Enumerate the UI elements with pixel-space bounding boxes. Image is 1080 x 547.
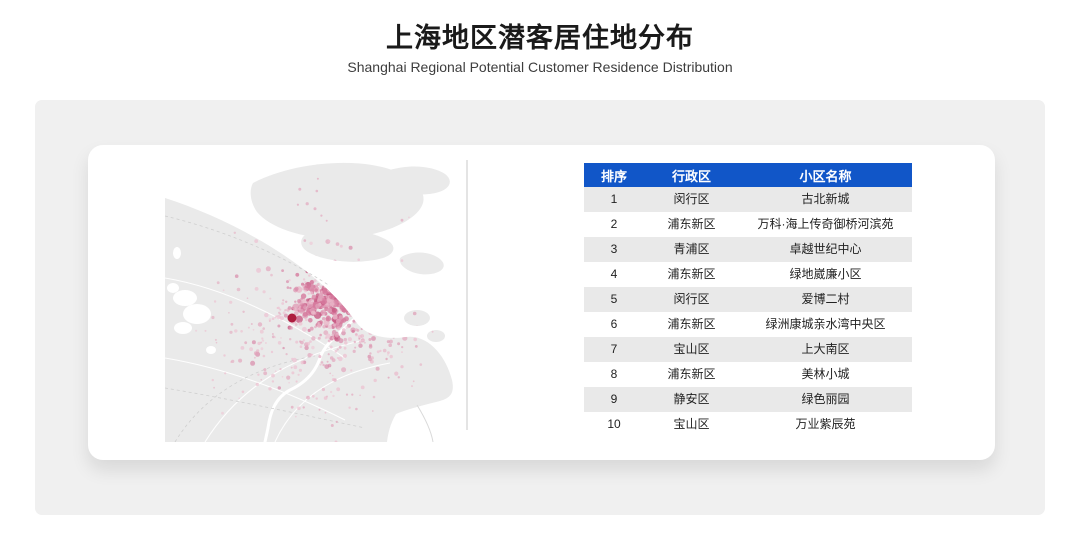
cell-district: 闵行区 bbox=[673, 192, 710, 206]
ranking-table: 排序 行政区 小区名称 1 闵行区 古北新城 2 浦东新区 万科·海上传奇御桥河滨苑 3 青浦区 卓… bbox=[584, 163, 912, 437]
page-title: 上海地区潜客居住地分布 bbox=[386, 23, 694, 53]
cell-rank: 4 bbox=[610, 267, 618, 281]
map-container bbox=[165, 158, 455, 442]
cell-rank: 2 bbox=[610, 217, 618, 231]
content-panel: 排序 行政区 小区名称 1 闵行区 古北新城 2 浦东新区 万科·海上传奇御桥河滨苑 3 青浦区 卓… bbox=[35, 100, 1045, 515]
table-row: 1 闵行区 古北新城 bbox=[584, 187, 912, 212]
cell-rank: 7 bbox=[610, 342, 618, 356]
content-card: 排序 行政区 小区名称 1 闵行区 古北新城 2 浦东新区 万科·海上传奇御桥河滨苑 3 青浦区 卓… bbox=[88, 145, 995, 460]
table-row: 3 青浦区 卓越世纪中心 bbox=[584, 237, 912, 262]
slide-header: 上海地区潜客居住地分布 Shanghai Regional Potential … bbox=[0, 22, 1080, 76]
cell-community: 卓越世纪中心 bbox=[789, 242, 862, 256]
cell-rank: 5 bbox=[610, 292, 618, 306]
cell-district: 宝山区 bbox=[673, 342, 710, 356]
customer-density-dots bbox=[195, 177, 443, 442]
table-row: 2 浦东新区 万科·海上传奇御桥河滨苑 bbox=[584, 212, 912, 237]
column-header-community: 小区名称 bbox=[799, 168, 852, 184]
cell-rank: 3 bbox=[610, 242, 618, 256]
ranking-table-container: 排序 行政区 小区名称 1 闵行区 古北新城 2 浦东新区 万科·海上传奇御桥河滨苑 3 青浦区 卓… bbox=[584, 163, 912, 437]
table-row: 10 宝山区 万业紫辰苑 bbox=[584, 412, 912, 437]
vertical-divider bbox=[466, 160, 468, 430]
table-header: 排序 行政区 小区名称 bbox=[584, 163, 912, 187]
cell-rank: 6 bbox=[610, 317, 618, 331]
cell-community: 上大南区 bbox=[801, 342, 850, 356]
cell-rank: 10 bbox=[607, 417, 621, 431]
cell-community: 绿地崴廉小区 bbox=[789, 267, 862, 281]
cell-rank: 1 bbox=[610, 192, 618, 206]
cell-community: 绿色丽园 bbox=[801, 392, 850, 406]
table-row: 8 浦东新区 美林小城 bbox=[584, 362, 912, 387]
cell-district: 宝山区 bbox=[673, 417, 710, 431]
cell-community: 万业紫辰苑 bbox=[795, 417, 856, 431]
shanghai-map bbox=[165, 158, 455, 442]
map-lakes bbox=[167, 247, 216, 354]
cell-community: 万科·海上传奇御桥河滨苑 bbox=[757, 217, 894, 231]
cell-district: 静安区 bbox=[673, 392, 710, 406]
page-subtitle: Shanghai Regional Potential Customer Res… bbox=[347, 59, 733, 75]
column-header-district: 行政区 bbox=[671, 168, 711, 184]
cell-district: 浦东新区 bbox=[667, 267, 716, 281]
cell-district: 浦东新区 bbox=[667, 367, 716, 381]
column-header-rank: 排序 bbox=[600, 168, 627, 184]
table-row: 5 闵行区 爱博二村 bbox=[584, 287, 912, 312]
cell-rank: 8 bbox=[610, 367, 618, 381]
cell-rank: 9 bbox=[610, 392, 618, 406]
table-row: 7 宝山区 上大南区 bbox=[584, 337, 912, 362]
cell-district: 浦东新区 bbox=[667, 217, 716, 231]
cell-district: 青浦区 bbox=[673, 242, 710, 256]
cell-community: 爱博二村 bbox=[801, 292, 850, 306]
table-row: 6 浦东新区 绿洲康城亲水湾中央区 bbox=[584, 312, 912, 337]
cell-district: 浦东新区 bbox=[667, 317, 716, 331]
cell-community: 绿洲康城亲水湾中央区 bbox=[765, 317, 886, 331]
table-row: 9 静安区 绿色丽园 bbox=[584, 387, 912, 412]
table-row: 4 浦东新区 绿地崴廉小区 bbox=[584, 262, 912, 287]
cell-community: 美林小城 bbox=[801, 367, 850, 381]
cell-district: 闵行区 bbox=[673, 292, 710, 306]
cell-community: 古北新城 bbox=[801, 192, 850, 206]
dense-hotspot-dot bbox=[287, 313, 297, 323]
